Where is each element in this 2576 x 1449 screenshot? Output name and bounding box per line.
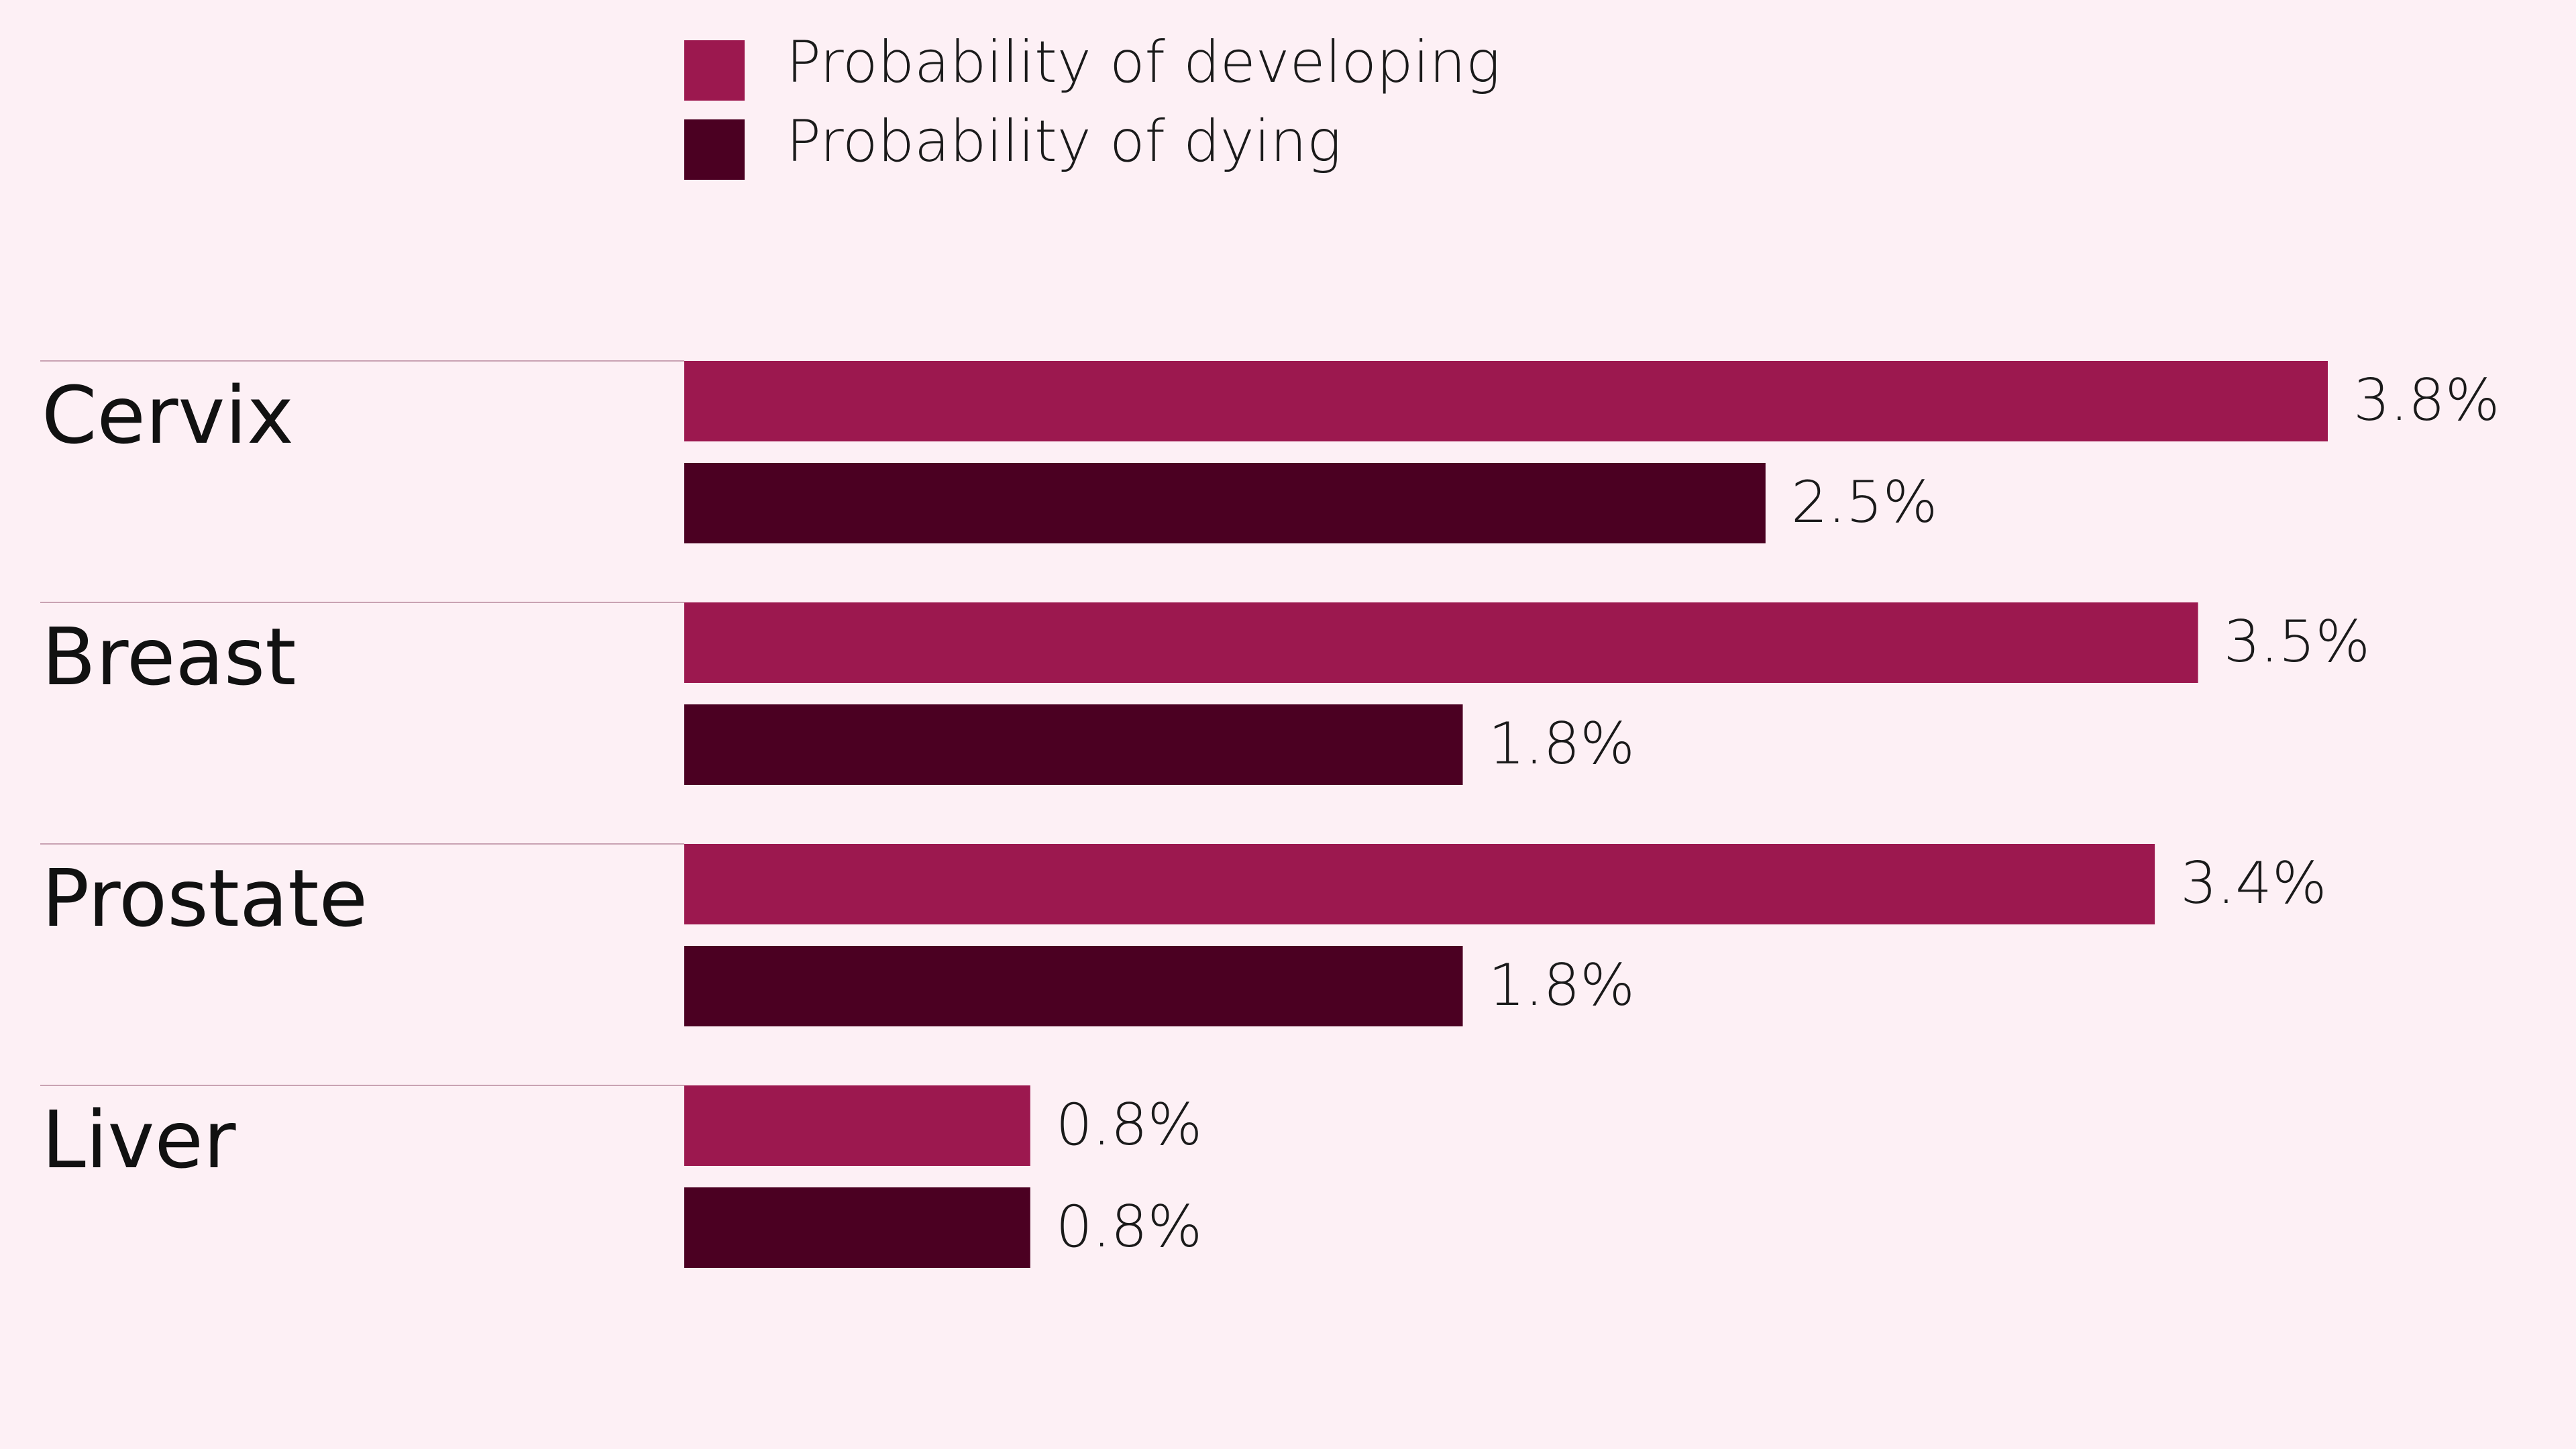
value-label-liver-probability-of-developing: 0.8% (1056, 1091, 1203, 1159)
bar-breast-probability-of-dying (684, 704, 1463, 785)
value-label-cervix-probability-of-dying: 2.5% (1791, 469, 1938, 536)
category-label-liver: Liver (42, 1093, 236, 1186)
category-label-breast: Breast (42, 610, 297, 703)
category-label-prostate: Prostate (42, 852, 368, 945)
value-label-cervix-probability-of-developing: 3.8% (2353, 367, 2500, 434)
bar-breast-probability-of-developing (684, 602, 2198, 683)
bar-group-cervix: Cervix 3.8% 2.5% (40, 360, 2500, 543)
bar-prostate-probability-of-developing (684, 844, 2155, 924)
bar-cervix-probability-of-dying (684, 463, 1766, 543)
value-label-breast-probability-of-dying: 1.8% (1489, 710, 1635, 777)
bar-liver-probability-of-dying (684, 1187, 1030, 1268)
bar-cervix-probability-of-developing (684, 361, 2328, 441)
value-label-breast-probability-of-developing: 3.5% (2224, 608, 2371, 676)
category-label-cervix: Cervix (42, 369, 294, 462)
legend: Probability of developing Probability of … (684, 29, 1501, 180)
value-label-prostate-probability-of-dying: 1.8% (1489, 952, 1635, 1019)
bar-group-breast: Breast 3.5% 1.8% (40, 602, 2370, 785)
bar-prostate-probability-of-dying (684, 946, 1463, 1026)
legend-swatch-probability-of-developing (684, 40, 745, 101)
legend-label-probability-of-developing: Probability of developing (786, 29, 1501, 96)
legend-label-probability-of-dying: Probability of dying (786, 108, 1342, 175)
legend-swatch-probability-of-dying (684, 119, 745, 180)
bar-group-liver: Liver 0.8% 0.8% (40, 1085, 1202, 1268)
bar-group-prostate: Prostate 3.4% 1.8% (40, 843, 2327, 1026)
plot-area: Cervix 3.8% 2.5% Breast 3.5% 1.8% Prostate 3.4%… (40, 360, 2500, 1268)
value-label-prostate-probability-of-developing: 3.4% (2180, 850, 2327, 917)
value-label-liver-probability-of-dying: 0.8% (1056, 1193, 1203, 1260)
bar-liver-probability-of-developing (684, 1085, 1030, 1166)
